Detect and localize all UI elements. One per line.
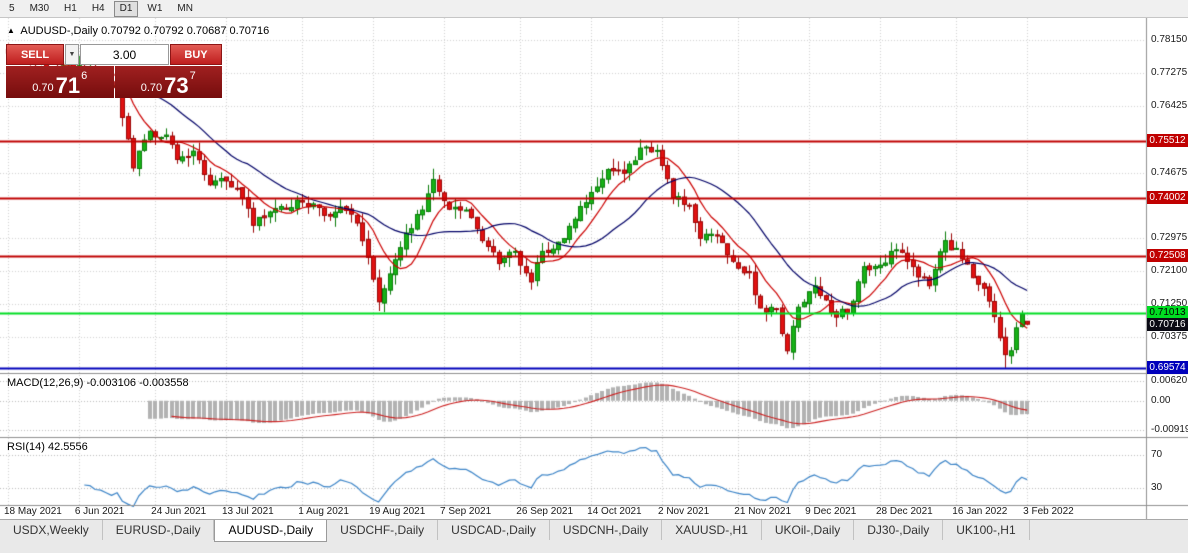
tab-eurusd-daily[interactable]: EURUSD-,Daily [102, 520, 215, 540]
tab-ukoil-daily[interactable]: UKOil-,Daily [761, 520, 855, 540]
ask-price-display[interactable]: 0.70 73 7 [114, 66, 222, 98]
tab-usdcnh-daily[interactable]: USDCNH-,Daily [549, 520, 663, 540]
one-click-trade-panel: SELL ▼ 3.00 BUY 0.70 71 6 0.70 73 7 [6, 44, 222, 98]
bid-price-display[interactable]: 0.70 71 6 [6, 66, 114, 98]
tab-usdx-weekly[interactable]: USDX,Weekly [0, 520, 103, 540]
macd-indicator-label: MACD(12,26,9) -0.003106 -0.003558 [7, 377, 189, 389]
timeframe-button-w1[interactable]: W1 [147, 2, 163, 14]
chart-ohlc-values: 0.70792 0.70792 0.70687 0.70716 [101, 25, 270, 37]
timeframe-button-m30[interactable]: M30 [29, 2, 50, 14]
bid-price-big: 71 [55, 73, 81, 98]
collapse-trade-panel-icon[interactable]: ▲ [7, 26, 15, 35]
timeframe-button-d1[interactable]: D1 [113, 0, 139, 17]
chart-ohlc-header: ▲ AUDUSD-,Daily 0.70792 0.70792 0.70687 … [7, 25, 269, 37]
bid-price-prefix: 0.70 [32, 82, 54, 94]
sell-button[interactable]: SELL [6, 44, 64, 65]
volume-dropdown-icon[interactable]: ▼ [65, 44, 79, 65]
timeframe-button-h4[interactable]: H4 [91, 2, 105, 14]
timeframe-button-5[interactable]: 5 [9, 2, 15, 14]
bid-price-pip: 6 [81, 70, 88, 82]
tab-audusd-daily[interactable]: AUDUSD-,Daily [214, 520, 328, 542]
ask-price-prefix: 0.70 [140, 82, 163, 94]
chart-tabs-bar: USDX,Weekly EURUSD-,Daily AUDUSD-,Daily USD… [0, 519, 1188, 553]
timeframe-button-mn[interactable]: MN [177, 2, 193, 14]
volume-field[interactable]: 3.00 [80, 44, 169, 65]
chart-symbol-label: AUDUSD-,Daily [20, 25, 98, 37]
ask-price-pip: 7 [189, 70, 196, 82]
tab-uk100-h1[interactable]: UK100-,H1 [943, 520, 1030, 540]
timeframe-button-h1[interactable]: H1 [64, 2, 77, 14]
chart-canvas[interactable] [0, 18, 1188, 519]
buy-button[interactable]: BUY [170, 44, 222, 65]
rsi-indicator-label: RSI(14) 42.5556 [7, 441, 88, 453]
timeframe-toolbar: 5 M30 H1 H4 D1 W1 MN [0, 0, 1188, 18]
tab-xauusd-h1[interactable]: XAUUSD-,H1 [662, 520, 762, 540]
ask-price-big: 73 [164, 73, 189, 98]
tab-dj30-daily[interactable]: DJ30-,Daily [854, 520, 944, 540]
tab-usdchf-daily[interactable]: USDCHF-,Daily [327, 520, 439, 540]
tab-usdcad-daily[interactable]: USDCAD-,Daily [438, 520, 550, 540]
